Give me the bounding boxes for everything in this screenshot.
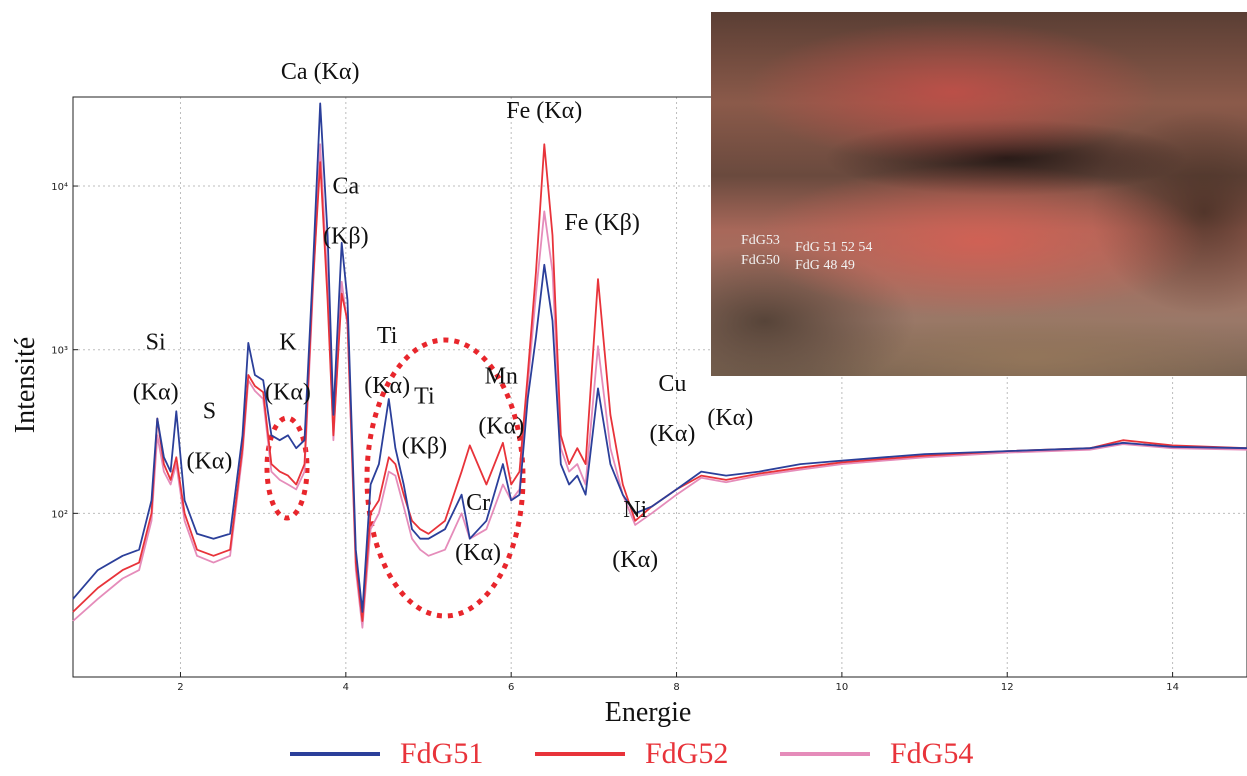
peak-label: Ca bbox=[332, 174, 359, 200]
x-tick-label: 8 bbox=[673, 682, 679, 693]
x-tick-label: 10 bbox=[836, 682, 849, 693]
photo-label-fdg53: FdG53 bbox=[741, 233, 780, 248]
peak-label: Cu bbox=[658, 371, 686, 397]
peak-label-line2: (Kα) bbox=[265, 380, 311, 406]
peak-label-line2: (Kα) bbox=[707, 405, 753, 431]
peak-label: Cr bbox=[466, 490, 490, 516]
axis-ticks: 2 4 6 8 10 12 14 10² 10³ 10⁴ bbox=[51, 182, 1179, 693]
legend-label: FdG52 bbox=[645, 737, 729, 770]
peak-label: Fe (Kβ) bbox=[564, 210, 640, 236]
peak-label-line2: (Kβ) bbox=[402, 433, 448, 459]
legend-swatch bbox=[290, 752, 380, 756]
legend-label: FdG54 bbox=[890, 737, 974, 770]
highlight-ellipse-k bbox=[264, 415, 310, 521]
peak-label: K bbox=[279, 330, 297, 356]
legend-swatch bbox=[535, 752, 625, 756]
x-tick-label: 14 bbox=[1166, 682, 1179, 693]
photo-label-fdg50: FdG50 bbox=[741, 253, 780, 268]
y-axis-title: Intensité bbox=[10, 337, 41, 433]
peak-label-line2: (Kα) bbox=[478, 414, 524, 440]
legend-label: FdG51 bbox=[400, 737, 484, 770]
x-axis-title: Energie bbox=[605, 697, 692, 728]
peak-label-line2: (Kα) bbox=[133, 380, 179, 406]
peak-label-line2: (Kα) bbox=[455, 540, 501, 566]
cave-painting-photo: FdG53 FdG 51 52 54 FdG50 FdG 48 49 bbox=[711, 12, 1247, 376]
series-line-fdg54 bbox=[72, 143, 1247, 629]
peak-label-line2: (Kα) bbox=[186, 448, 232, 474]
highlight-ellipses bbox=[264, 337, 526, 619]
peak-label: Ti bbox=[414, 383, 435, 409]
highlight-ellipse-ti-mn-cr bbox=[364, 337, 526, 619]
photo-label-fdg51-52-54: FdG 51 52 54 bbox=[795, 240, 873, 255]
y-tick-label: 10³ bbox=[51, 346, 68, 357]
x-tick-label: 12 bbox=[1001, 682, 1014, 693]
x-tick-label: 2 bbox=[177, 682, 183, 693]
peak-label: Mn bbox=[485, 364, 518, 390]
x-tick-label: 4 bbox=[343, 682, 349, 693]
plot-frame bbox=[72, 96, 1247, 678]
series-line-fdg51 bbox=[72, 102, 1247, 613]
peak-label-line2: (Kα) bbox=[364, 373, 410, 399]
peak-label-line2: (Kβ) bbox=[323, 224, 369, 250]
peak-label-line2: (Kα) bbox=[612, 547, 658, 573]
peak-label: Si bbox=[146, 330, 166, 356]
x-tick-label: 6 bbox=[508, 682, 514, 693]
peak-label: Ti bbox=[377, 323, 398, 349]
y-tick-label: 10² bbox=[51, 509, 68, 520]
series-lines bbox=[72, 102, 1247, 629]
legend-swatch bbox=[780, 752, 870, 756]
legend: FdG51 FdG52 FdG54 bbox=[290, 736, 990, 772]
peak-labels: Ca (Kα)Ca(Kβ)Si(Kα)S(Kα)K(Kα)Ti(Kα) Ti(Kβ… bbox=[133, 59, 753, 573]
peak-label-line2: (Kα) bbox=[649, 421, 695, 447]
peak-label: Fe (Kα) bbox=[506, 98, 582, 124]
peak-label: S bbox=[203, 398, 216, 424]
peak-label: Ca (Kα) bbox=[281, 59, 360, 85]
y-tick-label: 10⁴ bbox=[51, 182, 68, 193]
peak-label: Ni bbox=[623, 497, 647, 523]
photo-label-fdg48-49: FdG 48 49 bbox=[795, 258, 855, 273]
